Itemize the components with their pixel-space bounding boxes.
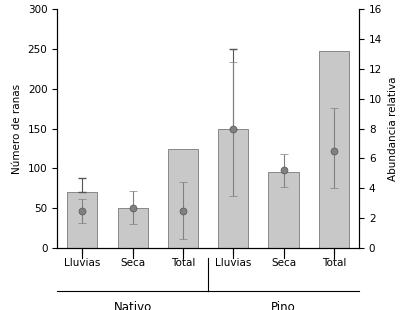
Text: Nativo: Nativo (113, 300, 152, 310)
Bar (218, 129, 248, 248)
Bar (268, 172, 299, 248)
Bar (67, 192, 98, 248)
Y-axis label: Abundancia relativa: Abundancia relativa (388, 76, 397, 181)
Bar (319, 51, 349, 248)
Bar (168, 148, 198, 248)
Bar (118, 208, 148, 248)
Text: Pino: Pino (271, 300, 296, 310)
Y-axis label: Número de ranas: Número de ranas (12, 84, 22, 174)
